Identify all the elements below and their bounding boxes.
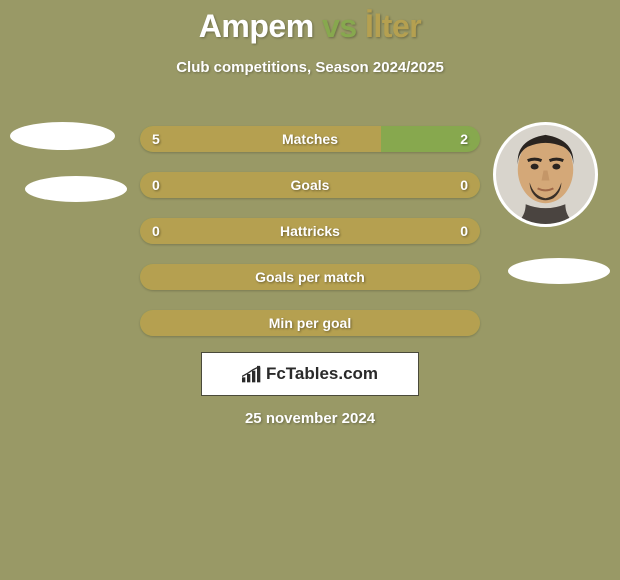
stat-bar-matches: 5 Matches 2 xyxy=(140,126,480,152)
stat-label: Goals per match xyxy=(255,269,365,285)
stat-label: Goals xyxy=(291,177,330,193)
stat-value-left: 5 xyxy=(152,131,160,147)
stat-bar-hattricks: 0 Hattricks 0 xyxy=(140,218,480,244)
player2-name: İlter xyxy=(365,8,421,44)
player1-avatar xyxy=(10,98,110,198)
stat-bar-min-per-goal: Min per goal xyxy=(140,310,480,336)
stat-value-right: 2 xyxy=(460,131,468,147)
stat-value-left: 0 xyxy=(152,223,160,239)
player1-name: Ampem xyxy=(199,8,314,44)
stat-value-right: 0 xyxy=(460,177,468,193)
player2-avatar xyxy=(493,122,598,227)
stat-bar-goals-per-match: Goals per match xyxy=(140,264,480,290)
bar-fill-left xyxy=(140,126,381,152)
stat-label: Hattricks xyxy=(280,223,340,239)
avatar-shape xyxy=(508,258,610,284)
subtitle: Club competitions, Season 2024/2025 xyxy=(0,59,620,76)
fctables-attribution: FcTables.com xyxy=(201,352,419,396)
date-label: 25 november 2024 xyxy=(245,410,375,427)
stat-value-right: 0 xyxy=(460,223,468,239)
stat-label: Matches xyxy=(282,131,338,147)
player2-face xyxy=(496,125,595,224)
fctables-text: FcTables.com xyxy=(266,364,378,384)
vs-label: vs xyxy=(322,8,357,44)
chart-icon xyxy=(242,365,262,383)
stat-label: Min per goal xyxy=(269,315,351,331)
avatar-shape xyxy=(25,176,127,202)
comparison-title: Ampem vs İlter xyxy=(0,0,620,45)
stat-value-left: 0 xyxy=(152,177,160,193)
stats-bars: 5 Matches 2 0 Goals 0 0 Hattricks 0 Goal… xyxy=(140,126,480,356)
stat-bar-goals: 0 Goals 0 xyxy=(140,172,480,198)
avatar-shape xyxy=(10,122,115,150)
